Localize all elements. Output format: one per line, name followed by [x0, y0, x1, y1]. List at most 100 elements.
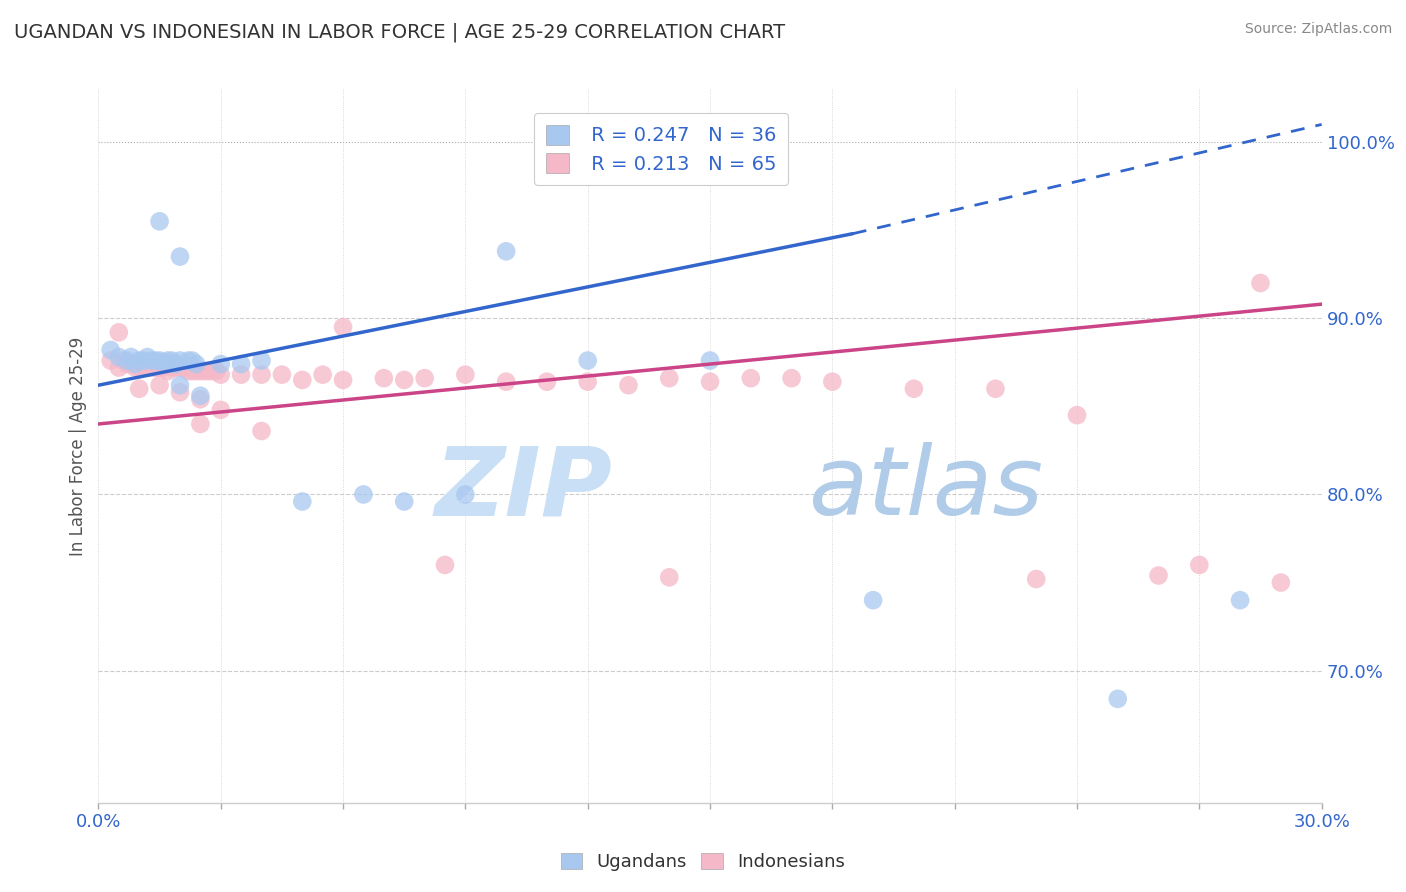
Point	[156, 364, 179, 378]
Point	[115, 357, 138, 371]
Point	[250, 353, 273, 368]
Point	[312, 368, 335, 382]
Point	[699, 353, 721, 368]
Point	[169, 385, 191, 400]
Point	[169, 250, 191, 264]
Point	[160, 360, 183, 375]
Point	[181, 364, 204, 378]
Point	[132, 357, 155, 371]
Point	[209, 368, 232, 382]
Point	[188, 364, 212, 378]
Point	[165, 360, 187, 375]
Point	[699, 375, 721, 389]
Point	[536, 375, 558, 389]
Point	[1066, 408, 1088, 422]
Point	[100, 343, 122, 357]
Point	[108, 326, 131, 340]
Point	[201, 364, 224, 378]
Point	[141, 353, 163, 368]
Point	[149, 353, 172, 368]
Point	[984, 382, 1007, 396]
Point	[434, 558, 457, 572]
Point	[576, 375, 599, 389]
Point	[111, 353, 134, 368]
Point	[1025, 572, 1047, 586]
Point	[100, 353, 122, 368]
Point	[193, 364, 215, 378]
Y-axis label: In Labor Force | Age 25-29: In Labor Force | Age 25-29	[69, 336, 87, 556]
Point	[177, 353, 200, 368]
Point	[250, 424, 273, 438]
Point	[576, 353, 599, 368]
Point	[136, 360, 159, 375]
Point	[209, 403, 232, 417]
Point	[108, 350, 131, 364]
Point	[152, 355, 174, 369]
Point	[169, 353, 191, 368]
Point	[413, 371, 436, 385]
Point	[120, 350, 142, 364]
Text: atlas: atlas	[808, 442, 1043, 535]
Point	[495, 244, 517, 259]
Point	[145, 360, 167, 375]
Point	[454, 487, 477, 501]
Point	[120, 357, 142, 371]
Point	[617, 378, 640, 392]
Point	[156, 353, 179, 368]
Point	[780, 371, 803, 385]
Point	[188, 392, 212, 407]
Point	[197, 364, 219, 378]
Point	[862, 593, 884, 607]
Point	[1249, 276, 1271, 290]
Point	[188, 417, 212, 431]
Point	[1270, 575, 1292, 590]
Point	[291, 494, 314, 508]
Point	[169, 360, 191, 375]
Point	[115, 353, 138, 368]
Text: ZIP: ZIP	[434, 442, 612, 535]
Point	[124, 360, 146, 375]
Point	[181, 353, 204, 368]
Text: Source: ZipAtlas.com: Source: ZipAtlas.com	[1244, 22, 1392, 37]
Legend: Ugandans, Indonesians: Ugandans, Indonesians	[554, 846, 852, 879]
Point	[141, 360, 163, 375]
Point	[149, 214, 172, 228]
Point	[149, 378, 172, 392]
Point	[291, 373, 314, 387]
Point	[332, 320, 354, 334]
Point	[188, 389, 212, 403]
Point	[173, 360, 195, 375]
Legend:  R = 0.247   N = 36,  R = 0.213   N = 65: R = 0.247 N = 36, R = 0.213 N = 65	[534, 113, 787, 186]
Text: UGANDAN VS INDONESIAN IN LABOR FORCE | AGE 25-29 CORRELATION CHART: UGANDAN VS INDONESIAN IN LABOR FORCE | A…	[14, 22, 785, 42]
Point	[160, 353, 183, 368]
Point	[128, 382, 150, 396]
Point	[1147, 568, 1170, 582]
Point	[1229, 593, 1251, 607]
Point	[169, 378, 191, 392]
Point	[903, 382, 925, 396]
Point	[231, 357, 253, 371]
Point	[128, 360, 150, 375]
Point	[373, 371, 395, 385]
Point	[152, 360, 174, 375]
Point	[209, 357, 232, 371]
Point	[250, 368, 273, 382]
Point	[186, 364, 208, 378]
Point	[231, 368, 253, 382]
Point	[108, 360, 131, 375]
Point	[1188, 558, 1211, 572]
Point	[454, 368, 477, 382]
Point	[332, 373, 354, 387]
Point	[132, 353, 155, 368]
Point	[165, 357, 187, 371]
Point	[270, 368, 294, 382]
Point	[186, 357, 208, 371]
Point	[658, 570, 681, 584]
Point	[392, 373, 416, 387]
Point	[128, 353, 150, 368]
Point	[658, 371, 681, 385]
Point	[205, 364, 228, 378]
Point	[1107, 691, 1129, 706]
Point	[145, 353, 167, 368]
Point	[136, 350, 159, 364]
